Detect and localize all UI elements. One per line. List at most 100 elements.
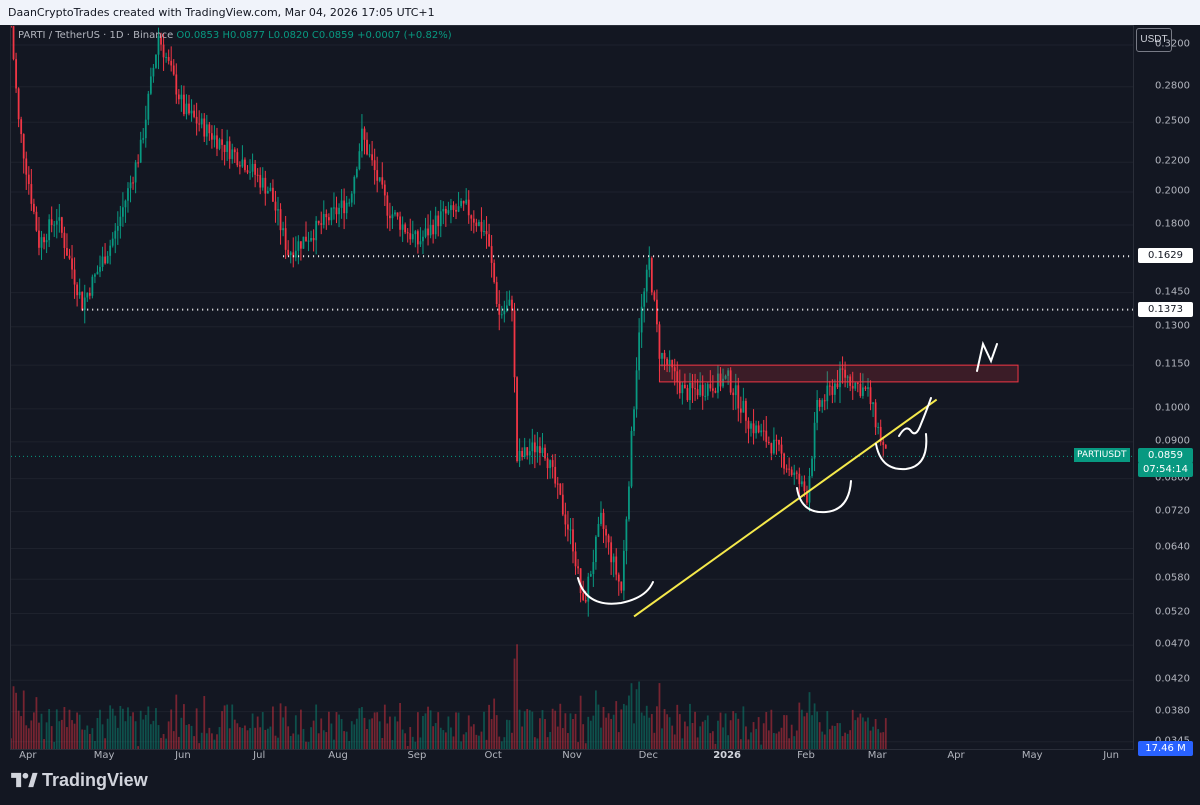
volume-bar [666,714,668,749]
volume-bar [11,738,12,749]
volume-bar [630,683,633,749]
volume-bar [251,713,254,749]
volume-bar [170,709,173,749]
candle-body [137,162,140,164]
volume-bar [452,736,455,749]
brand-name: TradingView [42,769,148,790]
candle-body [60,217,63,233]
candle-body [53,224,56,226]
volume-bar [661,728,663,749]
candle-body [516,377,518,462]
candle-body [546,458,549,469]
volume-bar [129,716,132,749]
candle-body [312,238,315,241]
candle-body [155,54,157,68]
candle-body [355,169,358,177]
volume-bar [681,738,684,749]
volume-bar [806,712,808,749]
time-axis[interactable]: Apr May Jun Jul Aug Sep Oct Nov Dec 2026 Feb Mar Apr… [10,750,1134,764]
volume-bar [884,718,887,749]
last-price-tag: 0.0859 [1138,448,1193,464]
volume-bar [648,717,651,749]
volume-bar [99,709,101,749]
candle-body [554,466,557,484]
volume-bar [727,735,730,749]
candle-body [658,324,661,359]
volume-bar [394,716,396,749]
volume-bar [371,718,373,749]
volume-bar [478,735,480,749]
candle-body [500,314,503,316]
volume-bar [676,704,679,749]
chart-canvas[interactable] [11,26,1134,750]
volume-bar [269,726,272,749]
volume-bar [419,737,422,749]
volume-bar [826,711,829,749]
volume-bar [724,713,727,749]
candle-body [38,230,40,248]
candle-body [800,481,803,485]
volume-bar [439,727,442,749]
candle-body [816,399,819,423]
chart-pane[interactable]: PARTI / TetherUS · 1D · Binance O0.0853 … [10,25,1134,750]
volume-bar [55,709,58,749]
candle-body [495,282,498,304]
candle-body [732,392,735,396]
candle-body [411,234,414,240]
candle-body [11,26,12,27]
volume-bar [381,738,384,749]
volume-bar [572,718,574,749]
volume-bar [699,726,702,749]
volume-bar [355,718,358,749]
candle-body [589,574,592,577]
volume-bar [444,732,447,749]
volume-bar [650,714,653,749]
candle-body [43,237,45,243]
candle-body [45,240,48,243]
candle-body [432,224,435,235]
volume-bar [325,732,328,749]
volume-bar [785,715,788,749]
time-axis-label: Aug [328,750,348,761]
volume-bar [320,718,323,749]
candle-body [587,576,590,602]
candle-body [582,593,585,600]
volume-bar [734,713,737,749]
volume-bar [864,721,867,749]
candle-body [760,430,763,433]
tradingview-logo-icon [11,772,38,788]
volume-bar [409,727,412,749]
candle-body [322,214,325,225]
candle-body [811,458,813,476]
quote-currency-button[interactable]: USDT [1136,28,1172,52]
volume-bar [752,722,755,749]
volume-bar [122,708,124,749]
candle-body [564,514,567,525]
volume-bar [673,734,676,749]
candle-body [673,367,676,372]
volume-bar [83,729,86,749]
candle-body [172,65,175,75]
candle-body [231,149,234,159]
volume-bar [513,658,516,749]
candle-body [828,385,831,387]
candle-body [549,460,552,469]
volume-bar [338,714,340,749]
candle-body [134,162,137,183]
candle-body [287,249,290,256]
candle-body [854,382,857,389]
volume-bar [432,726,435,749]
candle-body [259,174,262,188]
volume-bar [778,731,780,749]
volume-bar [249,728,251,749]
candle-body [696,389,699,396]
volume-bar [416,712,419,749]
price-axis[interactable]: 0.3200 0.2800 0.2500 0.2200 0.2000 0.1800 0.14… [1134,25,1200,756]
volume-bar [656,706,658,749]
volume-bar [597,704,600,749]
volume-bar [455,712,457,749]
chart-legend: PARTI / TetherUS · 1D · Binance O0.0853 … [18,30,452,41]
volume-bar [241,727,244,749]
candle-body [289,252,292,256]
candle-body [773,439,775,454]
